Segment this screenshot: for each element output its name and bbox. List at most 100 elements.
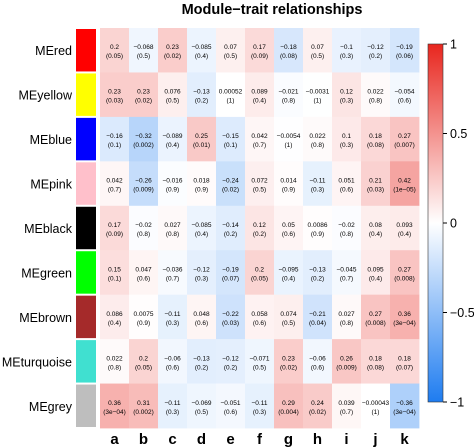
cell-pvalue: (0.7) bbox=[253, 142, 266, 149]
cell-correlation: 0.2 bbox=[110, 44, 119, 51]
heatmap-cell bbox=[390, 339, 420, 384]
heatmap-cell bbox=[129, 383, 159, 429]
cell-correlation: 0.23 bbox=[137, 89, 150, 96]
cell-correlation: −0.14 bbox=[222, 222, 239, 229]
heatmap-cell bbox=[100, 250, 130, 296]
heatmap-cell bbox=[390, 161, 420, 207]
heatmap-cell bbox=[303, 161, 333, 207]
cell-pvalue: (0.02) bbox=[280, 364, 297, 371]
heatmap-cell bbox=[390, 72, 420, 118]
cell-pvalue: (0.08) bbox=[367, 364, 384, 371]
heatmap-cell bbox=[245, 250, 275, 296]
cell-correlation: −0.02 bbox=[338, 222, 355, 229]
heatmap-cell bbox=[187, 339, 217, 384]
heatmap-cell bbox=[390, 28, 420, 73]
cell-pvalue: (0.06) bbox=[396, 53, 413, 60]
heatmap-cell bbox=[303, 72, 333, 118]
cell-pvalue: (0.009) bbox=[133, 187, 154, 194]
colorbar-tick-label: 0 bbox=[450, 217, 457, 231]
cell-correlation: 0.08 bbox=[369, 222, 382, 229]
cell-pvalue: (0.002) bbox=[133, 409, 154, 416]
cell-correlation: 0.0075 bbox=[134, 311, 154, 318]
row-label: MEblue bbox=[30, 133, 72, 147]
cell-correlation: −0.18 bbox=[280, 44, 297, 51]
row-label: MEred bbox=[35, 44, 72, 58]
heatmap-cell bbox=[274, 250, 304, 296]
cell-correlation: −0.089 bbox=[162, 133, 182, 140]
row-label: MEpink bbox=[30, 178, 72, 192]
heatmap-cell bbox=[303, 294, 333, 340]
cell-correlation: 0.31 bbox=[137, 400, 150, 407]
cell-correlation: −0.021 bbox=[278, 89, 298, 96]
cell-pvalue: (0.03) bbox=[222, 320, 239, 327]
cell-pvalue: (0.02) bbox=[309, 409, 326, 416]
cell-correlation: 0.0086 bbox=[308, 222, 328, 229]
heatmap-cell bbox=[187, 383, 217, 429]
cell-correlation: 0.23 bbox=[166, 44, 179, 51]
cell-pvalue: (0.5) bbox=[253, 187, 266, 194]
cell-correlation: −0.085 bbox=[191, 222, 211, 229]
heatmap-cell bbox=[158, 383, 188, 429]
cell-pvalue: (0.4) bbox=[166, 142, 179, 149]
cell-pvalue: (0.09) bbox=[251, 53, 268, 60]
cell-pvalue: (0.3) bbox=[311, 187, 324, 194]
heatmap-cell bbox=[100, 72, 130, 118]
cell-correlation: 0.072 bbox=[251, 178, 268, 185]
heatmap-cell bbox=[245, 294, 275, 340]
heatmap-cell bbox=[158, 116, 188, 162]
cell-pvalue: (0.3) bbox=[166, 409, 179, 416]
cell-correlation: 0.18 bbox=[369, 133, 382, 140]
cell-correlation: −0.32 bbox=[135, 133, 152, 140]
cell-correlation: −0.06 bbox=[164, 355, 181, 362]
cell-correlation: 0.022 bbox=[309, 133, 326, 140]
heatmap-cell bbox=[245, 161, 275, 207]
cell-pvalue: (0.4) bbox=[282, 275, 295, 282]
cell-pvalue: (0.04) bbox=[309, 320, 326, 327]
module-color-swatch bbox=[76, 162, 96, 205]
heatmap-cell bbox=[216, 116, 246, 162]
cell-correlation: −0.02 bbox=[135, 222, 152, 229]
heatmap-cell bbox=[216, 250, 246, 296]
cell-correlation: 0.047 bbox=[135, 266, 152, 273]
column-label: f bbox=[257, 431, 263, 447]
heatmap-cell bbox=[390, 250, 420, 296]
heatmap-cell bbox=[361, 383, 391, 429]
cell-pvalue: (0.2) bbox=[311, 275, 324, 282]
cell-pvalue: (0.4) bbox=[195, 53, 208, 60]
heatmap-cell bbox=[216, 28, 246, 73]
heatmap-cell bbox=[361, 72, 391, 118]
cell-pvalue: (0.03) bbox=[106, 98, 123, 105]
cell-correlation: −0.11 bbox=[310, 178, 326, 185]
heatmap-cell bbox=[390, 205, 420, 251]
heatmap-cell bbox=[129, 116, 159, 162]
cell-pvalue: (0.4) bbox=[253, 98, 266, 105]
colorbar-tick-label: −1 bbox=[450, 396, 464, 410]
cell-pvalue: (0.8) bbox=[282, 98, 295, 105]
cell-correlation: 0.051 bbox=[338, 178, 355, 185]
heatmap-cell bbox=[158, 161, 188, 207]
column-label: b bbox=[139, 431, 148, 447]
chart-title: Module−trait relationships bbox=[182, 2, 363, 18]
cell-pvalue: (0.4) bbox=[369, 275, 382, 282]
cell-pvalue: (0.4) bbox=[398, 231, 411, 238]
cell-correlation: 0.07 bbox=[311, 44, 324, 51]
colorbar-tick-label: −0.5 bbox=[450, 306, 474, 320]
heatmap-cell bbox=[245, 116, 275, 162]
cell-pvalue: (0.6) bbox=[166, 364, 179, 371]
cell-correlation: 0.27 bbox=[398, 133, 411, 140]
cell-correlation: 0.018 bbox=[193, 178, 210, 185]
heatmap-cell bbox=[332, 383, 362, 429]
cell-correlation: −0.071 bbox=[249, 355, 269, 362]
heatmap-cell bbox=[158, 28, 188, 73]
heatmap-cell bbox=[187, 250, 217, 296]
cell-pvalue: (0.4) bbox=[108, 320, 121, 327]
cell-pvalue: (0.5) bbox=[166, 98, 179, 105]
cell-pvalue: (0.4) bbox=[369, 231, 382, 238]
cell-pvalue: (0.9) bbox=[166, 187, 179, 194]
cell-pvalue: (0.5) bbox=[253, 364, 266, 371]
heatmap-cells: 0.2 (0.05) −0.068 (0.5) 0.23 (0.02) −0.085 (0.4… bbox=[100, 28, 420, 429]
cell-correlation: −0.19 bbox=[396, 44, 413, 51]
cell-pvalue: (1) bbox=[227, 98, 235, 105]
heatmap-cell bbox=[303, 28, 333, 73]
